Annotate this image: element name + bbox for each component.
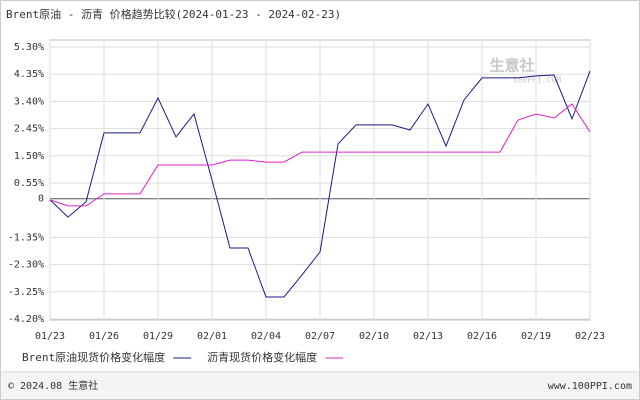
legend-label: 沥青现货价格变化幅度 <box>207 350 317 364</box>
x-tick-label: 01/29 <box>143 331 173 342</box>
legend-label: Brent原油现货价格变化幅度 <box>22 350 165 364</box>
x-tick-label: 02/23 <box>575 331 605 342</box>
y-tick-label: 1.50% <box>14 151 44 162</box>
y-tick-label: 0 <box>38 194 44 205</box>
footer-left: © 2024.08 生意社 <box>8 379 98 392</box>
watermark-sub: 100PPI.COM <box>513 76 561 85</box>
x-tick-label: 02/01 <box>197 331 227 342</box>
footer-right: www.100PPI.com <box>548 381 632 392</box>
y-tick-label: 5.30% <box>14 42 44 53</box>
y-tick-label: 4.35% <box>14 69 44 80</box>
x-tick-label: 02/13 <box>413 331 443 342</box>
watermark: 生意社 <box>489 57 534 75</box>
x-tick-label: 01/23 <box>35 331 65 342</box>
x-tick-label: 02/10 <box>359 331 389 342</box>
x-tick-label: 01/26 <box>89 331 119 342</box>
x-tick-label: 02/07 <box>305 331 335 342</box>
y-tick-label: 3.40% <box>14 96 44 107</box>
x-tick-label: 02/19 <box>521 331 551 342</box>
x-tick-label: 02/16 <box>467 331 497 342</box>
y-tick-label: -2.30% <box>8 260 44 271</box>
footer-band <box>1 373 639 399</box>
chart-title: Brent原油 - 沥青 价格趋势比较(2024-01-23 - 2024-02… <box>6 7 341 21</box>
y-tick-label: -1.35% <box>8 232 44 243</box>
series-line <box>49 70 591 298</box>
series-line <box>49 103 591 207</box>
y-tick-label: 0.55% <box>14 178 44 189</box>
y-tick-label: 2.45% <box>14 124 44 135</box>
x-tick-label: 02/04 <box>251 331 281 342</box>
y-tick-label: -3.25% <box>8 287 44 298</box>
y-tick-label: -4.20% <box>8 314 44 325</box>
